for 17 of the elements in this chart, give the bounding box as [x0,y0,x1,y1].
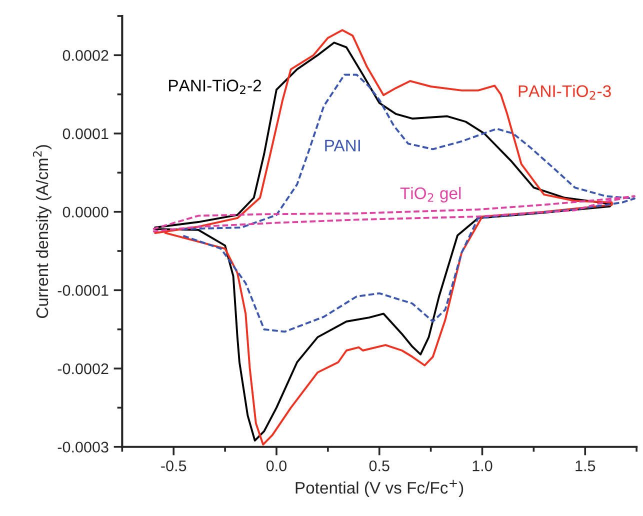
y-tick-label: -0.0002 [58,363,108,374]
series-label: PANI [325,140,360,152]
x-axis-title: Potential (V vs Fc/Fc$^{+}$) [296,480,464,497]
x-tick-label: -0.5 [161,460,186,472]
x-tick-label: 1.0 [472,460,492,472]
series-label: TiO$_{2}$ gel [400,186,461,203]
y-tick-label: 0.0001 [62,128,108,140]
y-tick-label: 0.0002 [62,50,108,61]
series-label: PANI-TiO$_{2}$-3 [518,84,611,100]
x-tick-label: 1.5 [576,460,596,472]
x-tick-label: 0.5 [369,460,390,472]
series-label: PANI-TiO$_{2}$-2 [169,79,261,94]
y-axis-title: Current density (A/cm$^{2}$) [32,145,52,318]
y-tick-label: -0.0003 [58,442,108,453]
y-tick-label: -0.0001 [58,285,108,296]
x-tick-label: 0.0 [266,460,287,472]
y-tick-label: 0.0000 [62,206,108,218]
